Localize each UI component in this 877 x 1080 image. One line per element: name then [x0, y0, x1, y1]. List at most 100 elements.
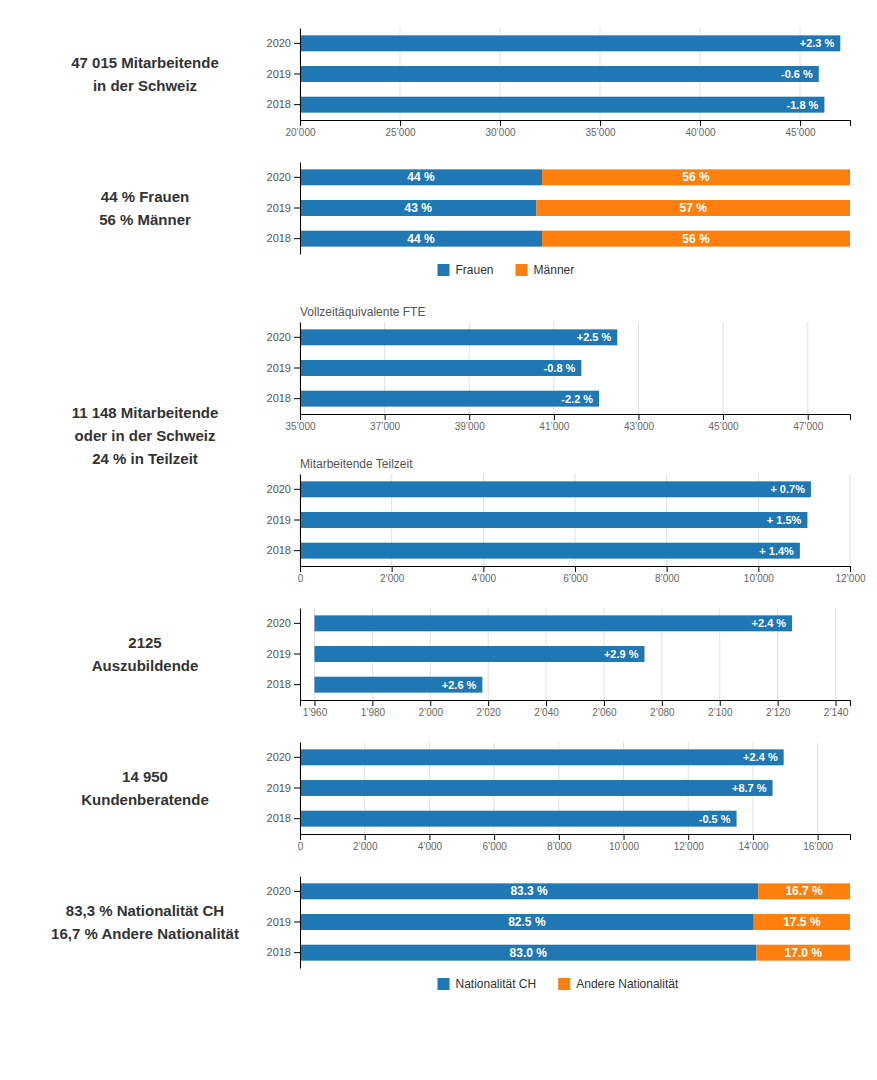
x-tick-mark: [488, 700, 489, 706]
x-tick: 45’000: [709, 414, 739, 432]
x-axis-line: [301, 701, 851, 707]
bar: [300, 329, 617, 345]
labels: +2.4 %+8.7 %-0.5 %: [699, 751, 778, 824]
marks: [314, 615, 792, 692]
section-title: 2125: [128, 634, 161, 651]
bar: [300, 780, 773, 796]
x-tick-mark: [300, 120, 301, 126]
y-tick: 2019: [267, 648, 300, 660]
bar-segment: [300, 231, 542, 247]
x-tick-mark: [494, 834, 495, 840]
x-tick-mark: [469, 414, 470, 420]
y-tick-mark: [294, 208, 300, 209]
x-tick-mark: [392, 566, 393, 572]
data-label: 57 %: [680, 201, 708, 215]
x-tick-label: 1’980: [361, 707, 386, 718]
x-tick-mark: [638, 414, 639, 420]
data-label: 44 %: [407, 232, 435, 246]
x-tick: 41’000: [539, 414, 569, 432]
x-tick: 6’000: [482, 834, 507, 852]
annotation: -0.5 %: [699, 813, 731, 825]
y-tick: 2018: [267, 232, 300, 244]
marks: [300, 169, 850, 246]
x-axis-line: [301, 121, 851, 127]
panel: 83.3 %82.5 %83.0 %16.7 %17.5 %17.0 %2020…: [51, 877, 850, 992]
x-axis: 02’0004’0006’0008’00010’00012’00014’0001…: [298, 834, 851, 852]
x-axis-line: [301, 415, 851, 421]
x-tick-label: 37’000: [370, 421, 400, 432]
x-tick-label: 2’100: [708, 707, 733, 718]
x-tick: 2’140: [824, 700, 849, 718]
y-tick-mark: [294, 520, 300, 521]
annotation: +2.6 %: [442, 679, 477, 691]
x-tick: 2’100: [708, 700, 733, 718]
y-axis-line: [300, 877, 301, 969]
x-tick-label: 10’000: [744, 573, 774, 584]
x-tick-label: 8’000: [547, 841, 572, 852]
x-tick-mark: [758, 566, 759, 572]
y-tick: 2018: [267, 98, 300, 110]
labels: + 0.7%+ 1.5%+ 1.4%: [759, 483, 805, 556]
x-tick-label: 16’000: [803, 841, 833, 852]
x-tick-label: 39’000: [455, 421, 485, 432]
x-tick-label: 30’000: [485, 127, 515, 138]
bar: [300, 97, 824, 113]
y-tick-label: 2018: [267, 678, 291, 690]
y-tick: 2018: [267, 678, 300, 690]
x-tick: 10’000: [744, 566, 774, 584]
grid: [300, 322, 808, 414]
legend-swatch: [438, 978, 450, 990]
x-tick: 47’000: [793, 414, 823, 432]
marks: [300, 749, 784, 826]
y-tick: 2018: [267, 812, 300, 824]
x-tick: 25’000: [385, 120, 415, 138]
y-tick-label: 2020: [267, 617, 291, 629]
y-tick: 2019: [267, 916, 300, 928]
x-tick-mark: [365, 834, 366, 840]
x-tick: 12’000: [674, 834, 704, 852]
y-tick-mark: [294, 177, 300, 178]
section-title: 11 148 Mitarbeitende: [72, 404, 219, 421]
x-tick: 2’000: [380, 566, 405, 584]
panel: +2.4 %+2.9 %+2.6 %2020201920181’9601’980…: [92, 608, 851, 718]
grid-line: [723, 322, 724, 414]
y-axis-line: [300, 29, 301, 121]
annotation: -1.8 %: [787, 99, 819, 111]
x-tick-mark: [850, 566, 851, 572]
x-tick-label: 41’000: [539, 421, 569, 432]
y-axis-line: [300, 609, 301, 701]
bar: [314, 615, 792, 631]
y-tick: 2019: [267, 362, 300, 374]
x-tick: 39’000: [455, 414, 485, 432]
y-tick: 2019: [267, 782, 300, 794]
legend: Nationalität CHAndere Nationalität: [438, 977, 679, 991]
x-tick-mark: [554, 414, 555, 420]
x-tick: 4’000: [418, 834, 443, 852]
y-tick-label: 2019: [267, 68, 291, 80]
x-tick: 0: [298, 834, 304, 852]
bar: [300, 391, 599, 407]
bar: [300, 811, 737, 827]
marks: [300, 883, 850, 960]
panel: 44 %43 %44 %56 %57 %56 %20202019201844 %…: [99, 163, 850, 278]
y-tick-label: 2018: [267, 232, 291, 244]
x-tick-label: 0: [298, 573, 304, 584]
y-tick-mark: [294, 757, 300, 758]
x-tick-label: 12’000: [835, 573, 865, 584]
x-tick-mark: [575, 566, 576, 572]
x-tick: 20’000: [285, 120, 315, 138]
bar-segment: [300, 169, 542, 185]
x-tick-label: 2’060: [592, 707, 617, 718]
panel: +2.4 %+8.7 %-0.5 %20202019201802’0004’00…: [81, 742, 850, 852]
y-tick-mark: [294, 952, 300, 953]
y-tick-mark: [294, 788, 300, 789]
data-label: 83.0 %: [510, 946, 548, 960]
x-tick-mark: [604, 700, 605, 706]
y-tick-mark: [294, 922, 300, 923]
section-title: in der Schweiz: [93, 77, 197, 94]
x-tick-label: 47’000: [793, 421, 823, 432]
bar-segment: [758, 883, 850, 899]
panel: +2.3 %-0.6 %-1.8 %20202019201820’00025’0…: [71, 28, 850, 138]
annotation: -0.8 %: [544, 362, 576, 374]
labels: 83.3 %82.5 %83.0 %16.7 %17.5 %17.0 %: [508, 884, 823, 959]
